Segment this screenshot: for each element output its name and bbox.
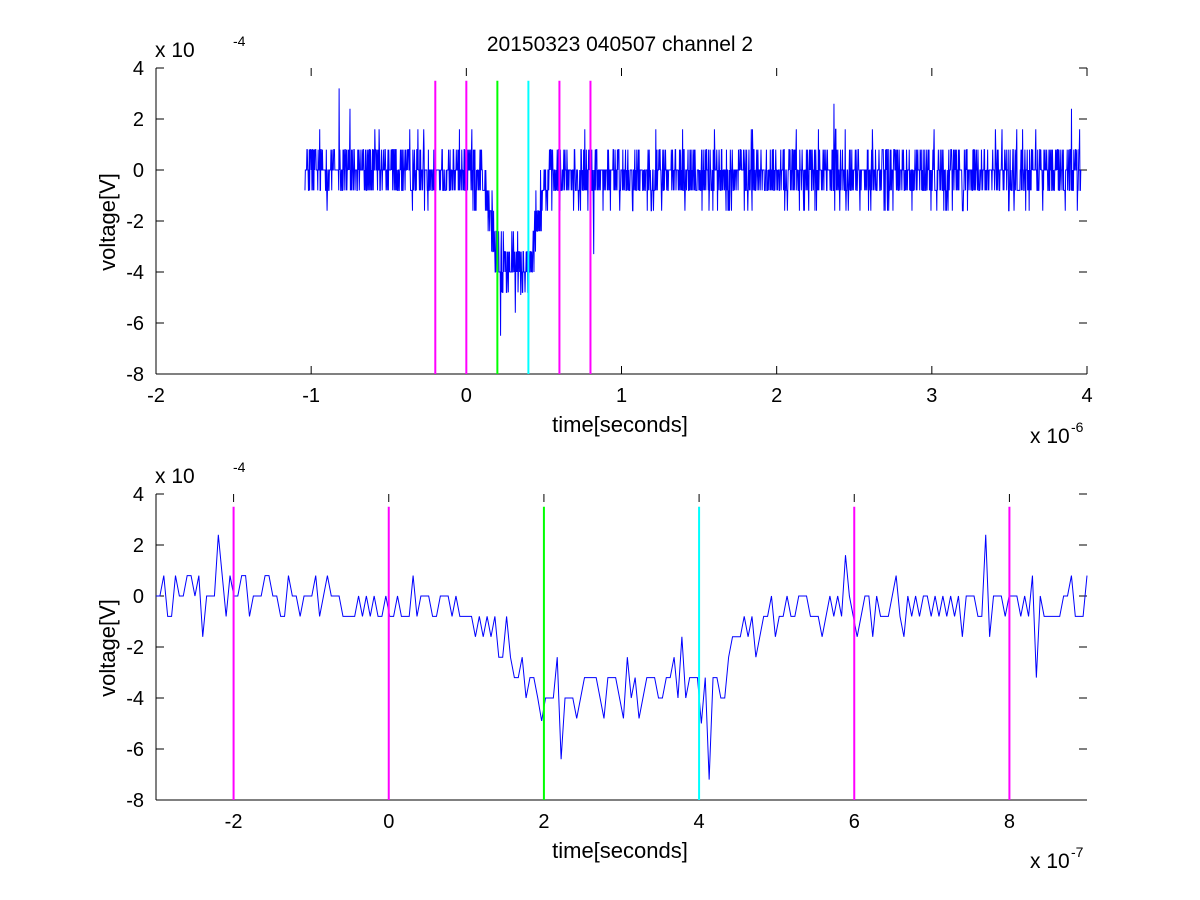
y-tick-label: -8 bbox=[126, 364, 144, 386]
signal-trace bbox=[304, 88, 1082, 357]
y-multiplier-text: x 10 bbox=[155, 39, 195, 62]
x-tick-label: 4 bbox=[694, 811, 705, 833]
x-multiplier-text: x 10 bbox=[1030, 425, 1070, 448]
x-tick-label: 4 bbox=[1081, 385, 1092, 407]
x-tick-label: 0 bbox=[383, 811, 394, 833]
x-multiplier-exponent: -6 bbox=[1071, 419, 1084, 435]
y-multiplier-label: x 10 -4 bbox=[155, 459, 246, 488]
y-tick-label: -4 bbox=[126, 688, 144, 710]
signal-trace bbox=[156, 534, 1088, 780]
y-multiplier-text: x 10 bbox=[155, 465, 195, 488]
x-multiplier-exponent: -7 bbox=[1071, 844, 1084, 860]
y-tick-label: 2 bbox=[133, 535, 144, 557]
y-tick-label: 2 bbox=[133, 109, 144, 131]
x-tick-label: 6 bbox=[849, 811, 860, 833]
y-multiplier-label: x 10 -4 bbox=[155, 33, 246, 62]
x-tick-label: 8 bbox=[1004, 811, 1015, 833]
y-tick-label: -8 bbox=[126, 790, 144, 812]
y-multiplier-exponent: -4 bbox=[233, 33, 246, 49]
bottom-chart: x 10 -4 x 10 -7 time[seconds] voltage[V]… bbox=[95, 459, 1088, 873]
x-tick-label: 1 bbox=[616, 385, 627, 407]
y-tick-label: -6 bbox=[126, 739, 144, 761]
x-tick-label: -2 bbox=[147, 385, 165, 407]
y-tick-label: 4 bbox=[133, 484, 144, 506]
x-tick-label: 2 bbox=[538, 811, 549, 833]
x-multiplier-text: x 10 bbox=[1030, 850, 1070, 873]
x-multiplier-label: x 10 -6 bbox=[1030, 419, 1084, 448]
y-tick-label: 0 bbox=[133, 160, 144, 182]
y-tick-label: -6 bbox=[126, 313, 144, 335]
y-tick-label: 4 bbox=[133, 58, 144, 80]
y-multiplier-exponent: -4 bbox=[233, 459, 246, 475]
y-axis-label: voltage[V] bbox=[95, 599, 120, 697]
top-chart: 20150323 040507 channel 2 x 10 -4 x 10 -… bbox=[95, 33, 1093, 448]
x-tick-label: 3 bbox=[926, 385, 937, 407]
x-tick-label: 0 bbox=[461, 385, 472, 407]
x-axis-label: time[seconds] bbox=[552, 412, 688, 437]
x-tick-label: -1 bbox=[302, 385, 320, 407]
y-tick-label: -2 bbox=[126, 637, 144, 659]
x-tick-label: 2 bbox=[771, 385, 782, 407]
y-tick-label: -4 bbox=[126, 262, 144, 284]
chart-title: 20150323 040507 channel 2 bbox=[487, 33, 753, 56]
y-tick-label: -2 bbox=[126, 211, 144, 233]
x-multiplier-label: x 10 -7 bbox=[1030, 844, 1084, 873]
y-axis-label: voltage[V] bbox=[95, 173, 120, 271]
x-axis-label: time[seconds] bbox=[552, 838, 688, 863]
y-tick-label: 0 bbox=[133, 586, 144, 608]
x-tick-label: -2 bbox=[225, 811, 243, 833]
